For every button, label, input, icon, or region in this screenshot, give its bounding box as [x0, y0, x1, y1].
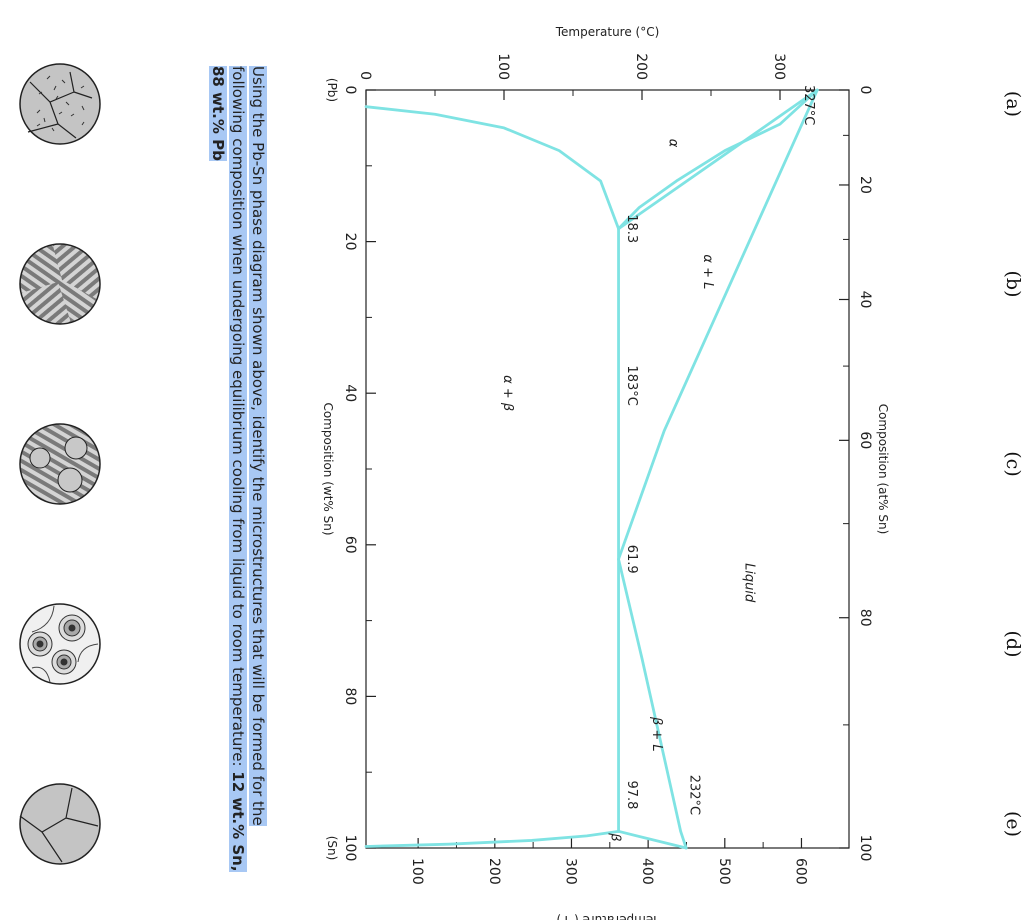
- y2-tick-label: 100: [409, 858, 425, 885]
- microstructure-b-image[interactable]: [18, 242, 102, 326]
- x-axis-title: Composition (wt% Sn): [321, 402, 335, 535]
- annotation-0: 327°C: [801, 85, 816, 125]
- x2-tick-label: 20: [857, 176, 873, 194]
- y-tick-label: 0: [357, 71, 373, 80]
- option-d-label[interactable]: (d): [1002, 630, 1024, 658]
- y2-tick-label: 300: [562, 858, 578, 885]
- phase-boundary-2: [617, 88, 819, 561]
- x2-tick-label: 40: [857, 291, 873, 309]
- question-body: Using the Pb-Sn phase diagram shown abov…: [229, 66, 267, 826]
- microstructure-e-image[interactable]: [18, 782, 102, 866]
- x2-tick-label: 0: [857, 86, 873, 95]
- y-tick-label: 300: [771, 53, 787, 80]
- microstructure-a-image[interactable]: [18, 62, 102, 146]
- annotation-1: 18.3: [624, 214, 639, 243]
- y2-axis-title: Temperature (°F): [556, 913, 659, 920]
- y-tick-label: 200: [633, 53, 649, 80]
- y2-tick-label: 200: [486, 858, 502, 885]
- x2-tick-label: 100: [857, 835, 873, 862]
- x2-axis-title: Composition (at% Sn): [876, 404, 890, 535]
- y-axis-title: Temperature (°C): [555, 25, 660, 39]
- option-a-label[interactable]: (a): [1002, 90, 1024, 118]
- x-tick-label: 0: [342, 86, 358, 95]
- microstructure-d-image[interactable]: [18, 602, 102, 686]
- phase-boundary-0: [617, 88, 819, 231]
- y2-tick-label: 400: [639, 858, 655, 885]
- phase-diagram-chart: 0 20 40 60 80 100 (Pb) (Sn) Composition (wt% Sn)…: [321, 25, 890, 920]
- phase-boundary-6: [364, 105, 620, 231]
- x2-tick-label: 80: [857, 609, 873, 627]
- phase-boundary-1: [617, 88, 819, 231]
- x-tick-label: 20: [342, 233, 358, 251]
- annotation-2: 183°C: [624, 365, 639, 405]
- annotation-11: β: [608, 832, 623, 841]
- phase-boundary-3: [617, 557, 688, 850]
- microstructure-c-image[interactable]: [18, 422, 102, 506]
- y2-tick-label: 600: [792, 858, 808, 885]
- option-e-label[interactable]: (e): [1002, 810, 1024, 838]
- y-tick-label: 100: [495, 53, 511, 80]
- x-tick-label: 60: [342, 536, 358, 554]
- x-tick-label: 100: [342, 835, 358, 862]
- annotation-6: α: [666, 139, 681, 148]
- x2-tick-label: 60: [857, 431, 873, 449]
- x-tick-label: 80: [342, 687, 358, 705]
- plot-frame: [365, 89, 850, 849]
- annotation-7: α + L: [700, 254, 715, 289]
- option-b-label[interactable]: (b): [1002, 270, 1024, 298]
- phase-boundary-4: [617, 829, 688, 850]
- annotation-4: 97.8: [624, 780, 639, 809]
- x-end-label-pb: (Pb): [325, 78, 339, 102]
- annotation-8: Liquid: [742, 563, 757, 603]
- annotation-10: β + L: [649, 716, 664, 752]
- annotation-5: 232°C: [686, 775, 701, 815]
- annotation-9: α + β: [500, 375, 515, 411]
- x-end-label-sn: (Sn): [325, 836, 339, 861]
- x-tick-label: 40: [342, 384, 358, 402]
- question-text: Using the Pb-Sn phase diagram shown abov…: [208, 66, 268, 884]
- annotation-3: 61.9: [624, 545, 639, 574]
- y2-tick-label: 500: [716, 858, 732, 885]
- phase-boundary-7: [364, 829, 620, 848]
- option-c-label[interactable]: (c): [1002, 451, 1024, 477]
